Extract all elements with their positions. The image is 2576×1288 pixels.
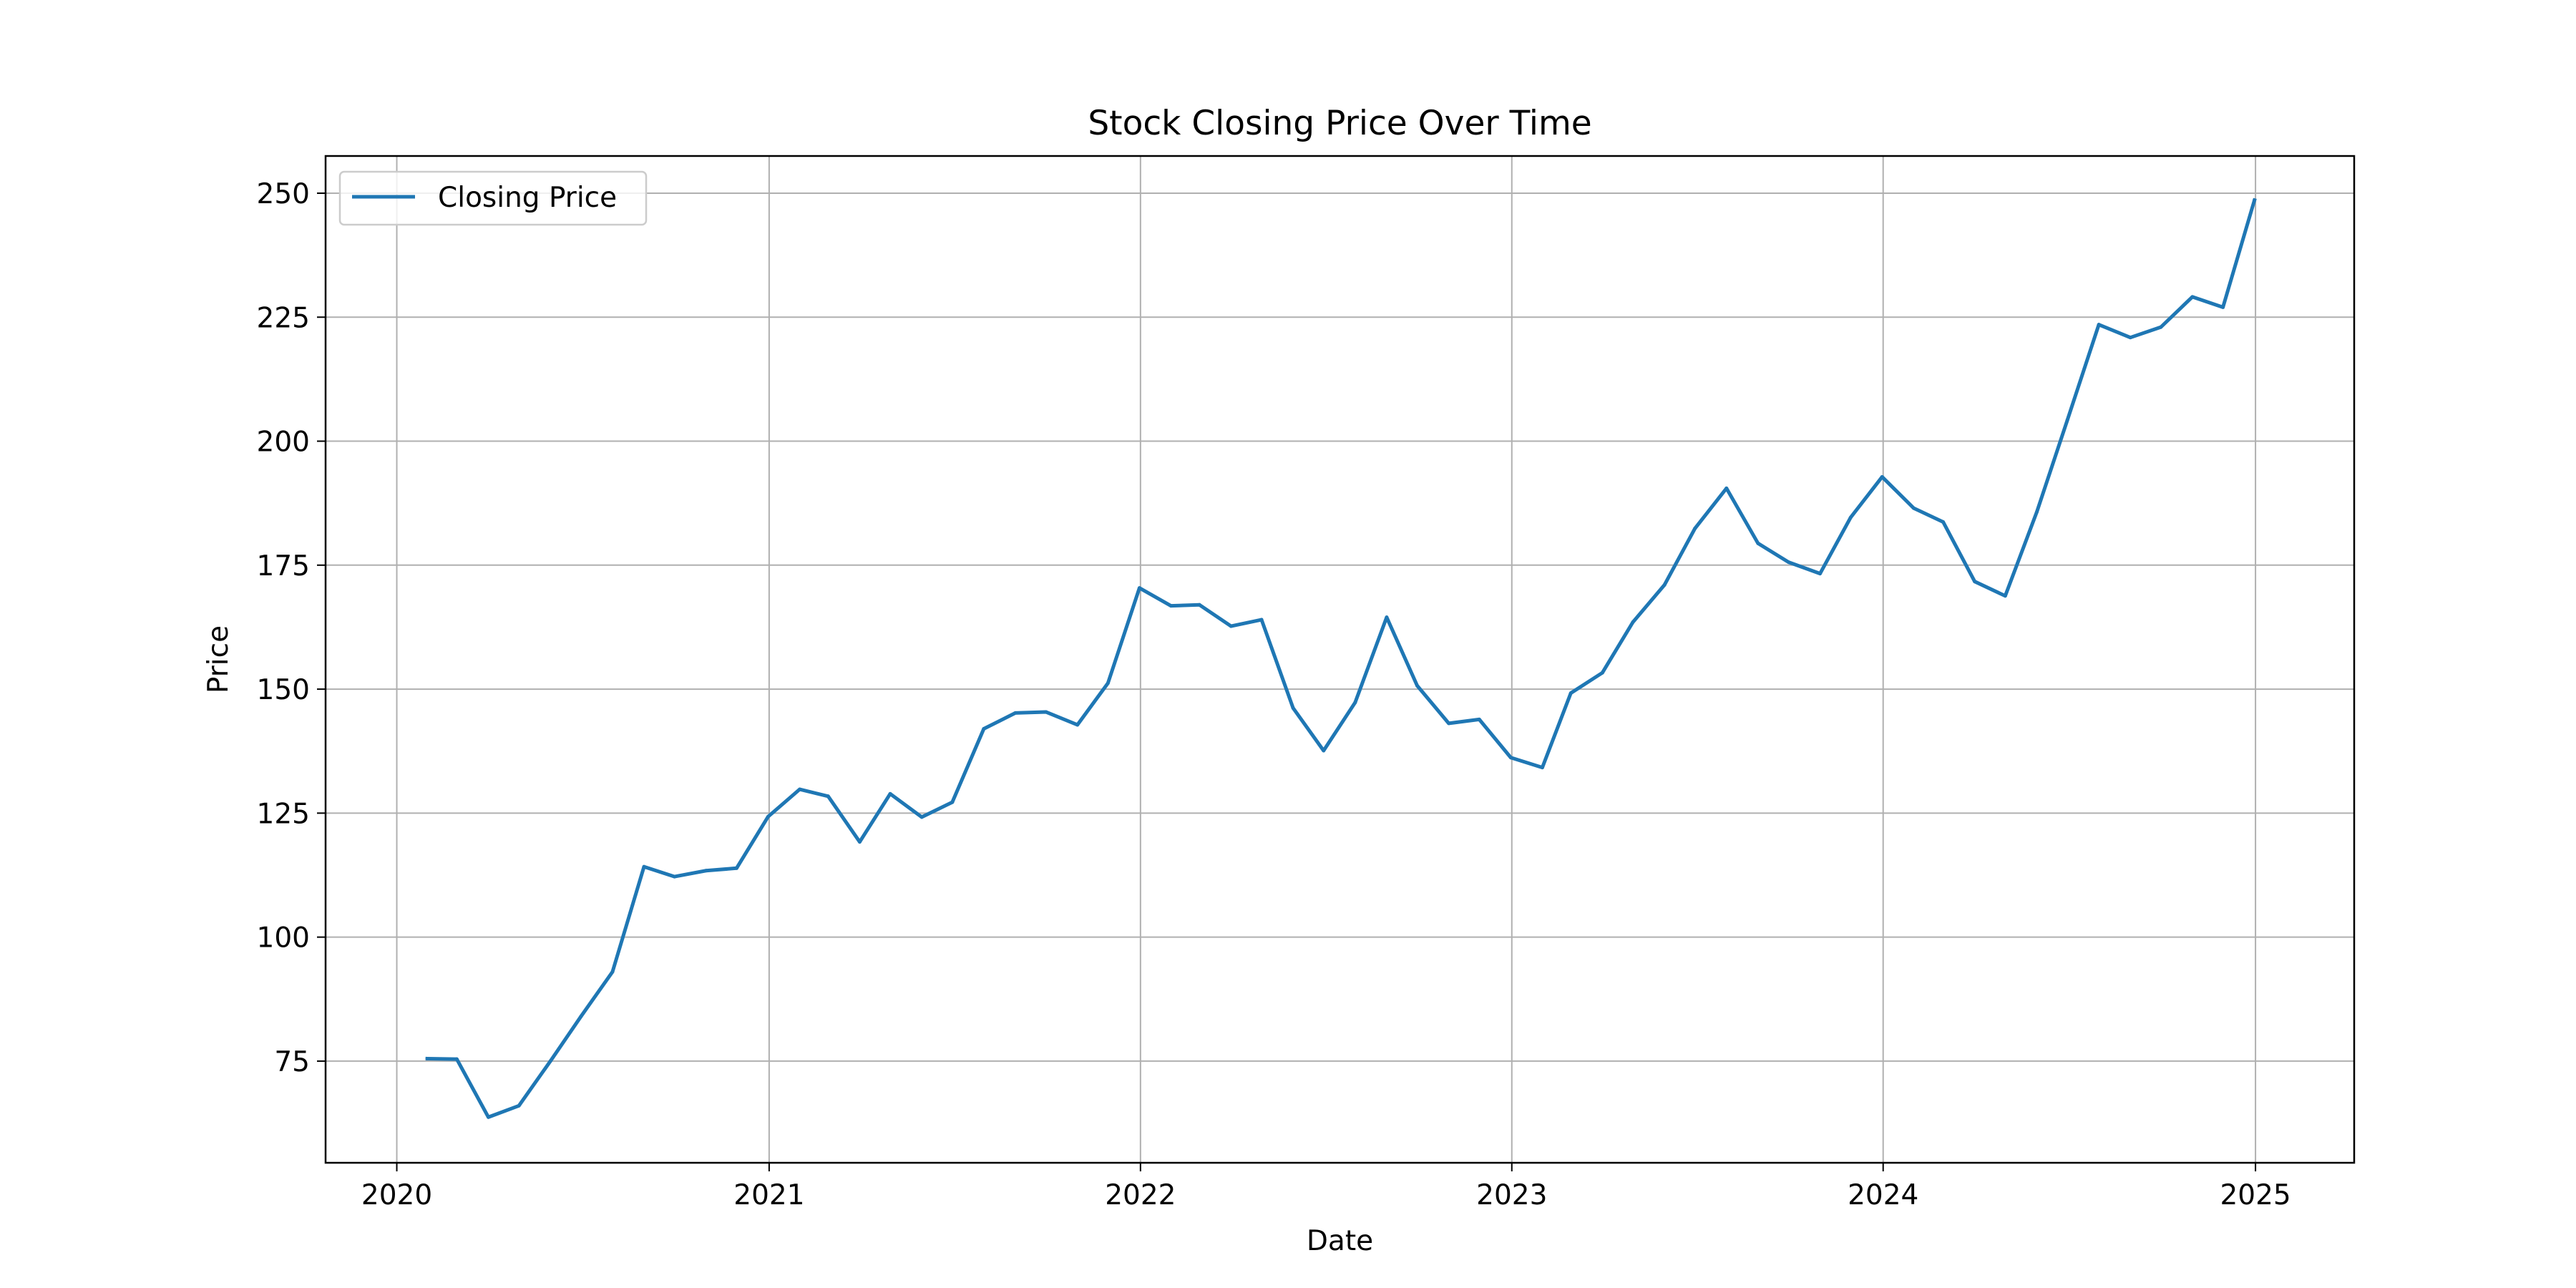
data-point	[1662, 583, 1667, 587]
data-point	[1818, 572, 1823, 576]
data-point	[2253, 198, 2257, 203]
data-point	[1447, 721, 1451, 726]
data-point	[1911, 506, 1916, 510]
data-point	[1848, 515, 1853, 519]
x-tick-label: 2024	[1848, 1179, 1918, 1211]
data-point	[1385, 615, 1389, 620]
data-point	[704, 869, 708, 873]
y-tick-label: 175	[257, 550, 310, 582]
data-point	[2003, 594, 2007, 598]
data-point	[1477, 717, 1481, 721]
data-point	[888, 791, 892, 796]
data-point	[766, 814, 770, 819]
y-tick-label: 250	[257, 178, 310, 210]
y-tick-label: 100	[257, 922, 310, 955]
data-point	[1353, 701, 1357, 705]
series-line-closing-price	[425, 197, 2257, 1119]
legend: Closing Price	[338, 170, 648, 226]
legend-label-closing-price: Closing Price	[438, 182, 617, 214]
x-tick-label: 2021	[733, 1179, 804, 1211]
x-axis-ticks: 2020 2021 2022 2023 2024 2025	[361, 1163, 2291, 1211]
data-point	[1197, 602, 1201, 607]
data-point	[734, 866, 738, 870]
data-point	[610, 970, 615, 974]
x-tick-label: 2020	[361, 1179, 432, 1211]
data-point	[1169, 604, 1173, 608]
plot-frame	[324, 155, 2356, 1164]
data-point	[826, 794, 830, 799]
data-point	[548, 1059, 552, 1063]
data-point	[425, 1056, 429, 1060]
data-point	[982, 727, 986, 731]
data-point	[1075, 723, 1080, 727]
chart-title: Stock Closing Price Over Time	[1088, 104, 1591, 143]
data-point	[857, 840, 862, 844]
data-point	[2221, 305, 2225, 309]
x-tick-label: 2023	[1476, 1179, 1547, 1211]
data-point	[642, 864, 646, 869]
data-point	[454, 1057, 459, 1061]
data-point	[1259, 618, 1264, 622]
x-axis-label: Date	[1307, 1225, 1373, 1257]
data-point	[919, 815, 924, 819]
data-point	[798, 787, 802, 791]
data-point	[2159, 325, 2163, 329]
data-point	[1600, 670, 1604, 675]
data-point	[1941, 520, 1946, 525]
x-tick-label: 2025	[2220, 1179, 2290, 1211]
data-point	[2128, 336, 2132, 340]
data-point	[1724, 486, 1729, 490]
series-layer	[425, 197, 2257, 1119]
data-point	[1291, 706, 1295, 710]
data-point	[1756, 541, 1760, 545]
data-point	[1631, 620, 1635, 625]
data-point	[1568, 691, 1573, 696]
data-point	[1973, 580, 1977, 584]
data-point	[2097, 323, 2101, 327]
data-point	[1508, 756, 1513, 760]
y-axis-ticks: 75 100 125 150 175 200 225 250	[257, 178, 326, 1078]
y-tick-label: 150	[257, 674, 310, 706]
data-point	[2065, 418, 2069, 422]
data-point	[1106, 681, 1110, 686]
y-tick-label: 225	[257, 302, 310, 334]
data-point	[1540, 766, 1544, 770]
data-point	[1137, 586, 1141, 590]
data-point	[1013, 711, 1018, 715]
data-point	[673, 874, 677, 879]
data-point	[517, 1103, 521, 1108]
data-point	[1415, 683, 1420, 688]
y-tick-label: 200	[257, 426, 310, 459]
x-tick-label: 2022	[1105, 1179, 1176, 1211]
data-point	[950, 800, 955, 804]
data-point	[1787, 560, 1790, 565]
y-tick-label: 75	[274, 1046, 310, 1078]
data-point	[2190, 295, 2195, 299]
legend-box	[338, 170, 648, 226]
data-point	[1044, 710, 1048, 714]
data-point	[579, 1015, 583, 1019]
data-point	[1693, 527, 1697, 531]
data-point	[2034, 510, 2039, 514]
y-tick-label: 125	[257, 798, 310, 830]
data-point	[1322, 748, 1326, 753]
data-point	[1229, 624, 1233, 628]
data-point	[486, 1115, 490, 1119]
data-point	[1880, 474, 1884, 479]
y-axis-label: Price	[203, 625, 235, 693]
